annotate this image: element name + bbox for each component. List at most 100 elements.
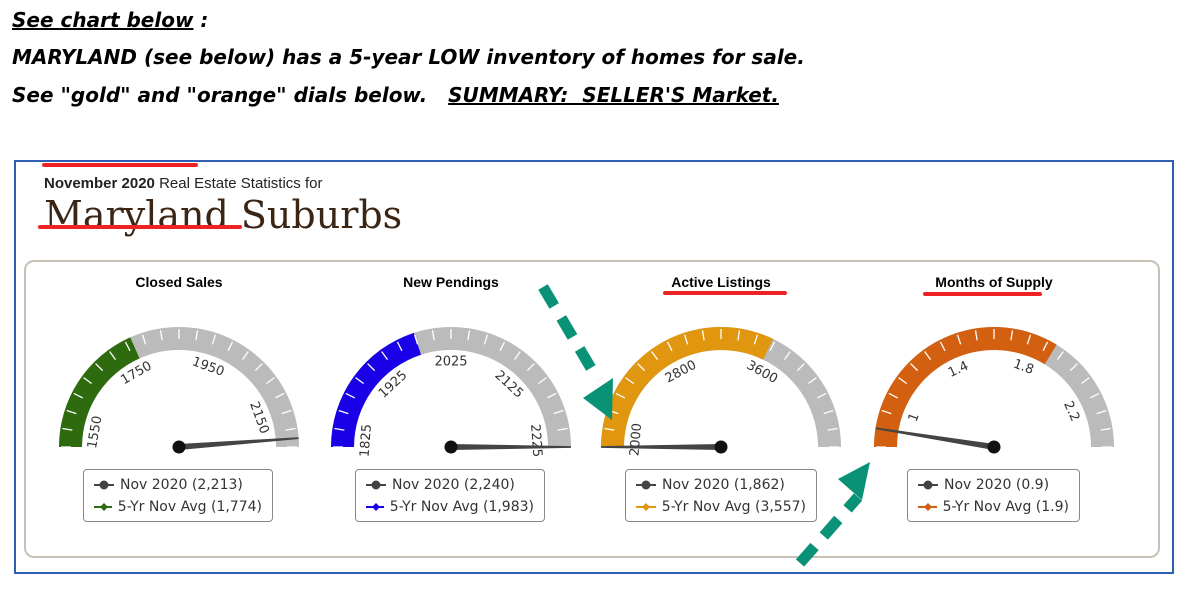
gauge-pivot [444,440,458,454]
legend-current: Nov 2020 (2,213) [94,474,262,496]
gauge-tick [499,341,506,352]
gauge-needle [875,427,995,450]
gauge-tick [285,427,296,431]
gauge-pivot [987,440,1001,454]
gauge-tick [796,363,805,372]
gauge-tick-label: 1.8 [1011,357,1036,378]
legend-average-label: 5-Yr Nov Avg (3,557) [661,499,806,515]
legend-average-label: 5-Yr Nov Avg (1,983) [389,499,534,515]
gauge-needle [601,444,721,450]
gauge-tick [396,341,403,352]
legend-average: 5-Yr Nov Avg (1.9) [918,496,1069,518]
gauge-tick [159,330,163,341]
gauge-tick [753,334,759,345]
legend-average-marker [918,503,937,511]
gauge-tick [823,409,834,415]
gauge-needle [451,444,571,450]
gauge-tick [334,427,345,431]
subtitle-text: Real Estate Statistics for [154,175,323,192]
legend-current-marker [918,480,938,490]
gauge-tick-label: 2.2 [1060,399,1082,424]
legend-current-label: Nov 2020 (2,240) [392,477,515,493]
legend-current-marker [636,480,656,490]
gauge-tick [816,392,827,399]
gauge-tick [615,392,626,399]
gauge-tick [651,351,659,361]
gauge-tick [211,334,217,345]
headline-3: See "gold" and "orange" dials below. SUM… [12,83,779,107]
gauge-title: Months of Supply [935,274,1053,290]
green-arrow-shaft [795,493,863,567]
region-title: Maryland Suburbs [44,193,403,237]
gauge-tick [413,334,419,345]
gauge-tick-label: 1550 [85,415,106,450]
gauge-tick [1100,427,1111,431]
gauge-average-fill [601,327,774,447]
legend-average: 5-Yr Nov Avg (1,983) [366,496,534,518]
legend-average-marker [94,503,112,511]
gauge-tick [783,351,791,361]
gauge-tick [73,392,84,399]
legend-current-label: Nov 2020 (1,862) [662,477,785,493]
gauge-tick [537,377,547,385]
gauge-tick [124,341,131,352]
legend-average: 5-Yr Nov Avg (1,774) [94,496,262,518]
gauge-tick [227,341,234,352]
gauge-tick-label: 2000 [627,422,645,456]
gauge-tick-label: 1825 [358,424,375,458]
gauge-tick [274,392,285,399]
headline-2: MARYLAND (see below) has a 5-year LOW in… [12,45,805,69]
gauge-tick [483,334,489,345]
gauge-tick [83,377,93,385]
gauge-tick-label: 2225 [527,424,544,458]
gauge-average-fill [59,337,140,447]
gauge-tick [195,330,199,341]
legend-average: 5-Yr Nov Avg (3,557) [636,496,806,518]
gauge-tick [526,363,535,372]
gauge-tick [956,334,962,345]
gauge-tick [637,363,646,372]
gauge-tick [281,409,292,415]
gauge-tick [888,392,899,399]
gauge-tick [355,377,365,385]
green-arrow-head-icon [583,378,613,420]
gauge-title: New Pendings [403,274,499,290]
legend-average-marker [636,503,656,511]
gauge-tick [557,427,568,431]
report-month: November 2020 [44,175,155,192]
gauge-tick [338,409,349,415]
gauge-pivot [714,440,728,454]
gauge-tick [345,392,356,399]
see-chart-text: See chart below [12,8,194,32]
gauge-tick [265,377,275,385]
gauge-legend: Nov 2020 (2,213) 5-Yr Nov Avg (1,774) [83,469,273,522]
gauge-tick [367,363,376,372]
green-arrow-shaft [538,284,603,383]
summary-text: SUMMARY: SELLER'S Market. [448,83,779,107]
gauge-tick [737,330,741,341]
gauge-tick [910,363,919,372]
gauge-tick [701,330,705,341]
gauges-panel [24,260,1160,558]
gauge-tick [827,427,838,431]
legend-current-label: Nov 2020 (2,213) [120,477,243,493]
gauge-tick [1089,392,1100,399]
gauge-needle [178,437,299,450]
gauge-tick [95,363,104,372]
gauge-tick [241,351,249,361]
gauge-tick [881,409,892,415]
headline-1: See chart below : [12,8,208,32]
chart-frame [14,160,1174,574]
gauge-tick [381,351,389,361]
gauge-tick [513,351,521,361]
gauge-tick [604,427,615,431]
gauge-average-fill [874,326,1057,447]
gauge-tick [66,409,77,415]
gauge-title: Active Listings [671,274,771,290]
legend-current: Nov 2020 (2,240) [366,474,534,496]
gauge-tick [467,330,471,341]
gauge-tick [666,341,673,352]
gauge-tick [62,427,73,431]
dials-note: See "gold" and "orange" dials below. [12,83,449,107]
gauge-legend: Nov 2020 (2,240) 5-Yr Nov Avg (1,983) [355,469,545,522]
